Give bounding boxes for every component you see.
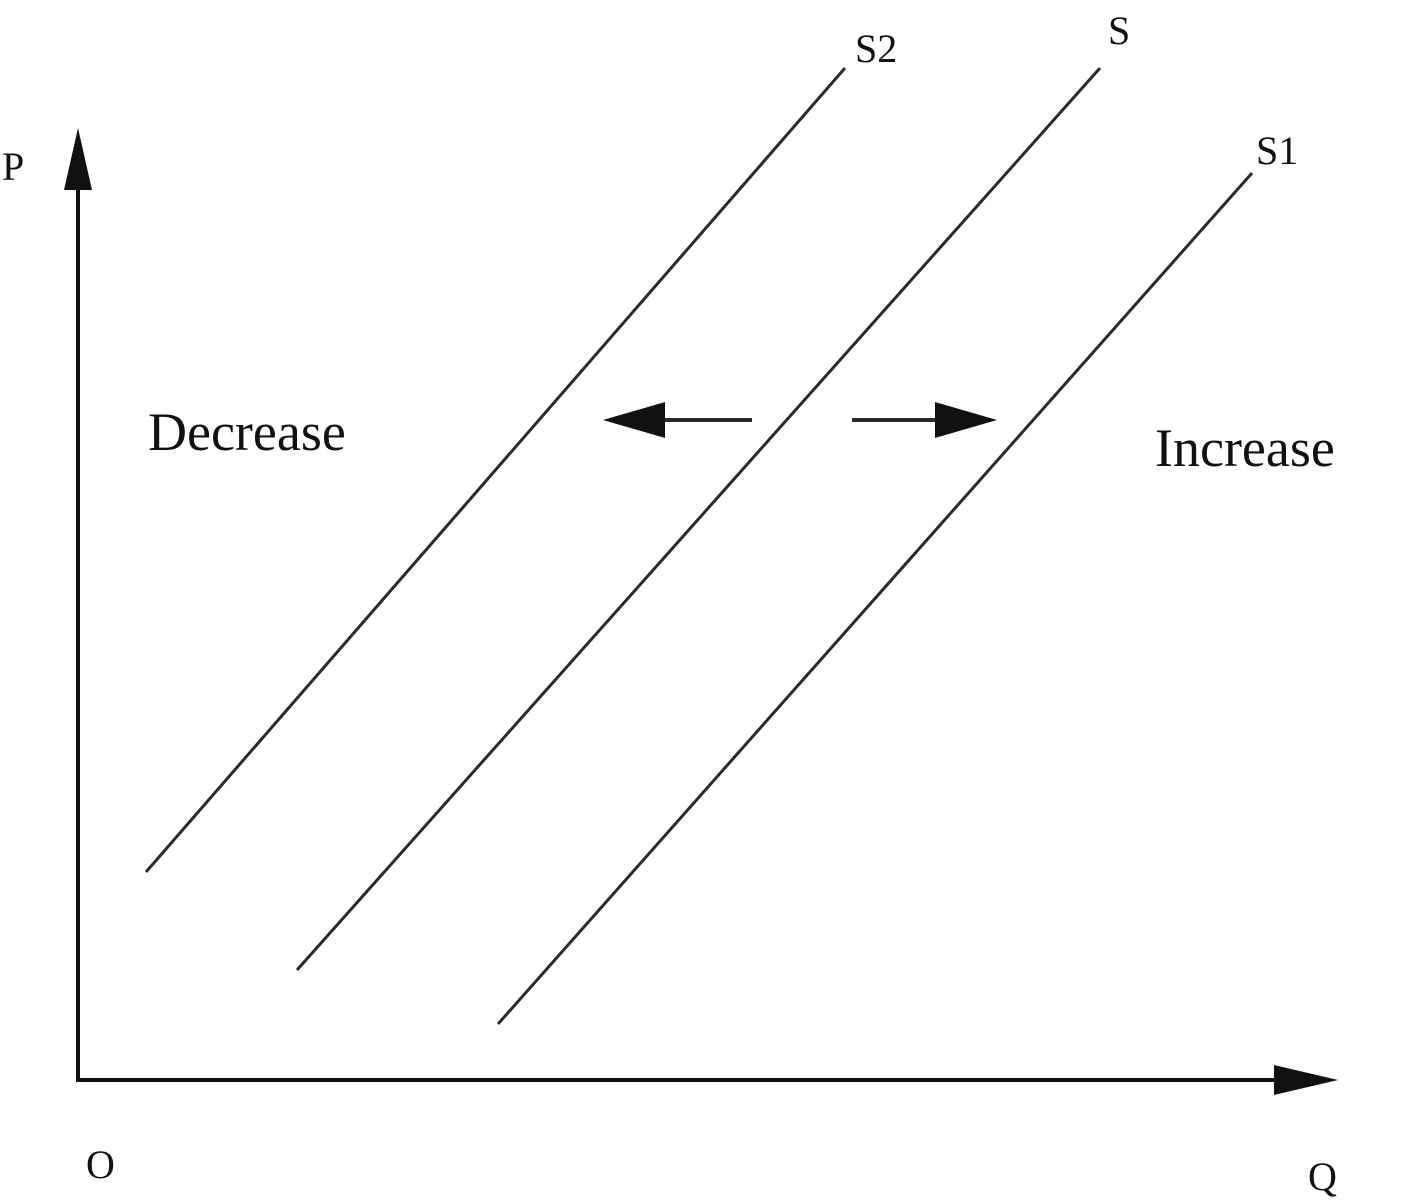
curve-label-s2: S2 <box>855 26 897 71</box>
arrow-left-icon <box>603 402 665 438</box>
supply-curve-s2 <box>144 67 847 873</box>
arrow-right-icon <box>935 402 997 438</box>
x-axis-label: Q <box>1308 1154 1337 1199</box>
decrease-label: Decrease <box>148 402 346 462</box>
supply-curve-s1 <box>496 172 1254 1025</box>
curve-label-s1: S1 <box>1256 128 1298 173</box>
x-axis-arrowhead-icon <box>1274 1065 1338 1095</box>
y-axis-arrowhead-icon <box>64 128 92 190</box>
origin-label: O <box>86 1142 115 1187</box>
y-axis-label: P <box>2 144 24 189</box>
curve-label-s: S <box>1108 8 1130 53</box>
supply-curve-s <box>295 67 1102 971</box>
increase-label: Increase <box>1155 418 1335 478</box>
